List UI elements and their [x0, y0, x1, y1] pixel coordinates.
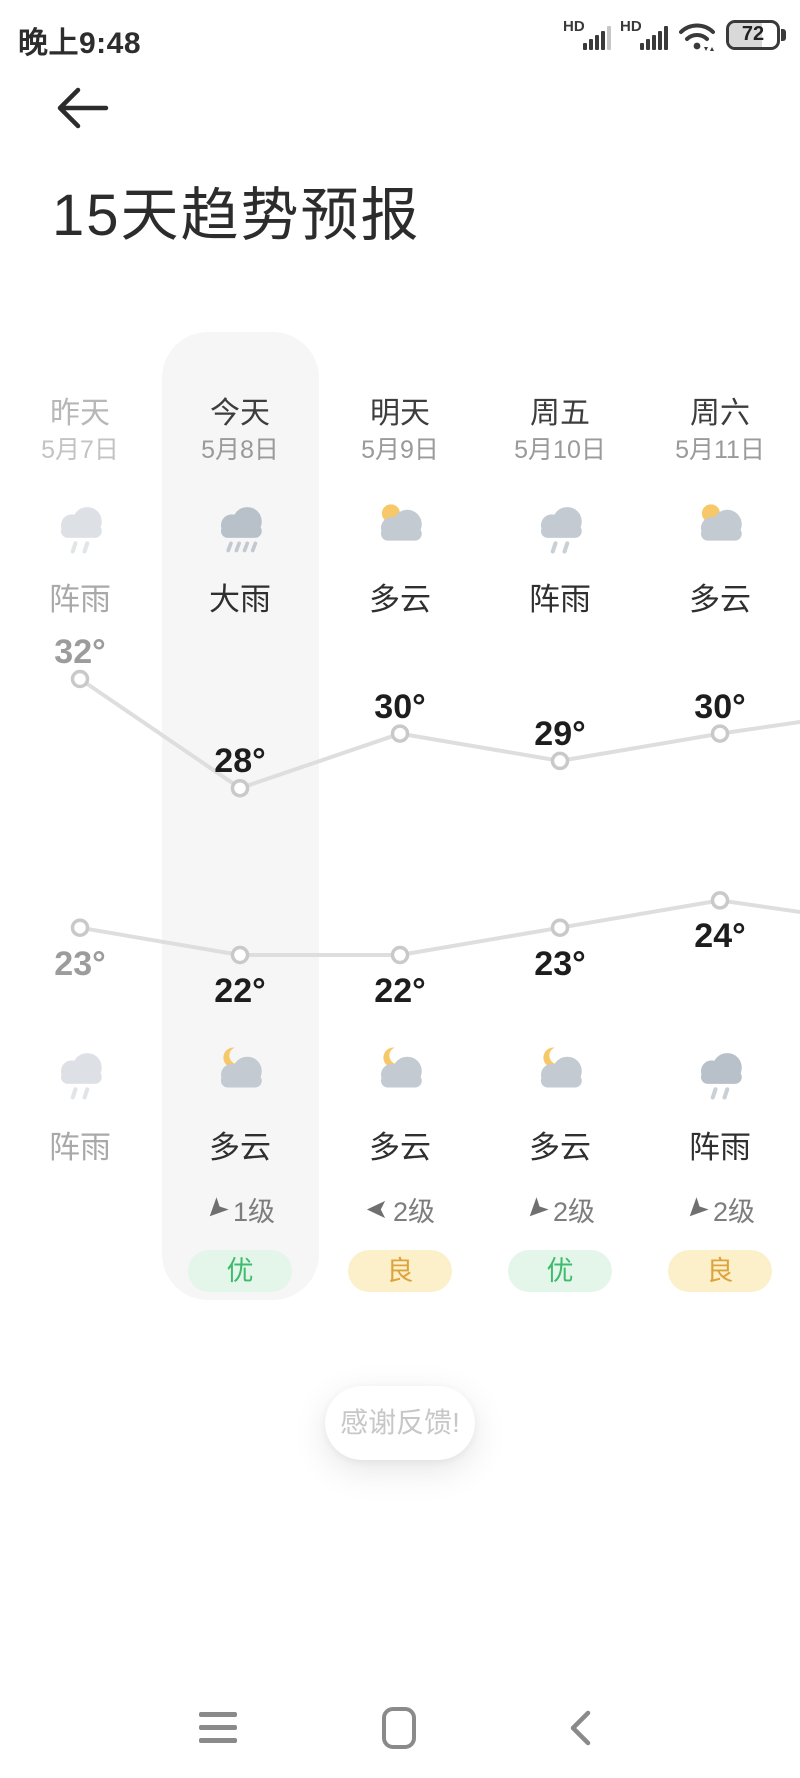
low-temp-label: 23°	[54, 944, 106, 983]
wind-level: 2级	[392, 1197, 436, 1227]
high-temp-label: 30°	[374, 687, 426, 726]
today-highlight	[162, 332, 319, 1300]
day-date: 5月9日	[361, 436, 439, 464]
day-name: 今天	[210, 397, 270, 430]
aqi-badge: 良	[348, 1250, 452, 1292]
wind-indicator: 2级	[480, 1190, 640, 1229]
page-title: 15天趋势预报	[52, 183, 421, 248]
aqi-badge: 优	[188, 1250, 292, 1292]
day-condition: 大雨	[209, 582, 271, 617]
nav-back-icon[interactable]	[565, 1709, 595, 1747]
cloud-sun-icon	[691, 498, 749, 556]
night-condition: 多云	[369, 1130, 431, 1165]
wifi-icon	[677, 16, 717, 54]
back-button[interactable]	[50, 80, 114, 136]
cloud-sun-icon	[371, 498, 429, 556]
cellular-signal-icon: HD	[620, 16, 668, 54]
wind-direction-arrow-icon	[689, 1197, 709, 1217]
navigation-bar	[0, 1688, 800, 1778]
wind-level: 2级	[552, 1197, 596, 1227]
feedback-toast: 感谢反馈!	[325, 1386, 475, 1460]
clock-time: 晚上9:48	[18, 27, 142, 60]
night-condition: 阵雨	[689, 1130, 751, 1165]
day-name: 周六	[690, 397, 750, 430]
night-condition: 多云	[209, 1130, 271, 1165]
low-temp-label: 23°	[534, 944, 586, 983]
heavy-rain-icon	[211, 498, 269, 556]
forecast-panel: 昨天 5月7日 阵雨 阵雨 今天 5月8日	[0, 330, 800, 1305]
forecast-column-saturday[interactable]: 周六 5月11日 多云 阵雨 2级 良	[640, 330, 800, 1305]
wind-indicator: 2级	[320, 1190, 480, 1229]
aqi-badge: 优	[508, 1250, 612, 1292]
cloud-moon-icon	[531, 1044, 589, 1102]
battery-percent: 72	[741, 23, 765, 45]
wind-indicator: 2级	[640, 1190, 800, 1229]
day-condition: 多云	[369, 582, 431, 617]
shower-rain-icon	[691, 1044, 749, 1102]
high-temp-label: 29°	[534, 714, 586, 753]
wind-direction-arrow-icon	[529, 1197, 549, 1217]
shower-rain-icon	[51, 1044, 109, 1102]
day-date: 5月8日	[201, 436, 279, 464]
wind-level: 2级	[712, 1197, 756, 1227]
high-temp-label: 28°	[214, 742, 266, 781]
home-icon[interactable]	[382, 1707, 416, 1749]
aqi-badge: 良	[668, 1250, 772, 1292]
cloud-moon-icon	[211, 1044, 269, 1102]
low-temp-label: 22°	[214, 972, 266, 1010]
hd-volte-label: HD	[563, 18, 585, 35]
status-bar: 晚上9:48 HD HD 72	[0, 12, 800, 60]
forecast-column-tomorrow[interactable]: 明天 5月9日 多云 多云 2级 良	[320, 330, 480, 1305]
wind-direction-arrow-icon	[209, 1197, 229, 1217]
cloud-moon-icon	[371, 1044, 429, 1102]
day-date: 5月11日	[675, 436, 765, 464]
recents-menu-icon[interactable]	[199, 1712, 237, 1744]
low-temp-label: 24°	[694, 917, 746, 956]
battery-icon: 72	[726, 20, 788, 50]
cellular-signal-icon: HD	[563, 16, 611, 54]
day-name: 周五	[530, 397, 590, 430]
forecast-column-friday[interactable]: 周五 5月10日 阵雨 多云 2级 优	[480, 330, 640, 1305]
shower-rain-icon	[531, 498, 589, 556]
high-temp-label: 30°	[694, 687, 746, 726]
day-name: 昨天	[50, 397, 110, 430]
day-date: 5月7日	[41, 436, 119, 464]
day-condition: 阵雨	[49, 582, 111, 617]
hd-volte-label: HD	[620, 18, 642, 35]
high-temp-label: 32°	[54, 633, 106, 671]
forecast-column-today[interactable]: 今天 5月8日 大雨 多云 1级 优	[160, 330, 320, 1305]
forecast-column-yesterday[interactable]: 昨天 5月7日 阵雨 阵雨	[0, 330, 160, 1305]
day-name: 明天	[370, 397, 430, 430]
shower-rain-icon	[51, 498, 109, 556]
low-temp-label: 22°	[374, 972, 426, 1010]
day-date: 5月10日	[514, 436, 606, 464]
day-condition: 多云	[689, 582, 751, 617]
wind-level: 1级	[232, 1197, 276, 1227]
wind-direction-arrow-icon	[366, 1200, 386, 1219]
arrow-left-icon	[57, 87, 109, 129]
night-condition: 阵雨	[49, 1130, 111, 1165]
night-condition: 多云	[529, 1130, 591, 1165]
wind-indicator: 1级	[160, 1190, 320, 1229]
day-condition: 阵雨	[529, 582, 591, 617]
